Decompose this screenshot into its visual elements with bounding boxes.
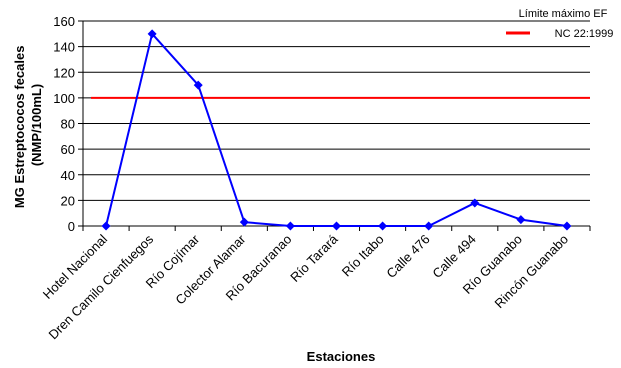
data-point	[424, 221, 434, 231]
legend: Límite máximo EF NC 22:1999	[506, 8, 613, 40]
y-tick-label: 120	[53, 65, 75, 80]
series-layer	[101, 29, 572, 231]
legend-label-line-2: NC 22:1999	[555, 28, 614, 40]
legend-label-line-1: Límite máximo EF	[519, 8, 608, 20]
data-point	[193, 80, 203, 90]
data-point	[285, 221, 295, 231]
y-tick-label: 0	[68, 219, 75, 234]
data-point	[332, 221, 341, 231]
series-line	[105, 32, 568, 227]
data-point	[147, 29, 157, 39]
x-axis-title: Estaciones	[307, 349, 376, 364]
y-tick-label: 60	[61, 142, 75, 157]
data-point	[562, 221, 572, 231]
x-tick-label: Río Tarará	[287, 231, 341, 285]
data-point	[470, 198, 480, 208]
x-tick-label: Río Itabo	[339, 232, 387, 280]
y-tick-label: 80	[61, 117, 75, 132]
y-tick-label: 20	[61, 193, 75, 208]
y-tick-label: 100	[53, 91, 75, 106]
y-tick-label: 160	[53, 14, 75, 29]
data-point	[101, 221, 111, 231]
y-axis-title-line-1: MG Estreptococos fecales	[12, 46, 27, 209]
x-tick-label: Calle 476	[383, 232, 432, 281]
grid-layer	[83, 20, 590, 201]
axis-layer	[78, 20, 591, 231]
y-tick-label: 40	[61, 168, 75, 183]
y-axis-title: MG Estreptococos fecales (NMP/100mL)	[12, 42, 44, 208]
data-point	[378, 221, 388, 231]
data-point	[516, 215, 526, 225]
data-point	[239, 217, 249, 227]
y-axis-title-line-2: (NMP/100mL)	[29, 84, 44, 166]
y-tick-label: 140	[53, 40, 75, 55]
